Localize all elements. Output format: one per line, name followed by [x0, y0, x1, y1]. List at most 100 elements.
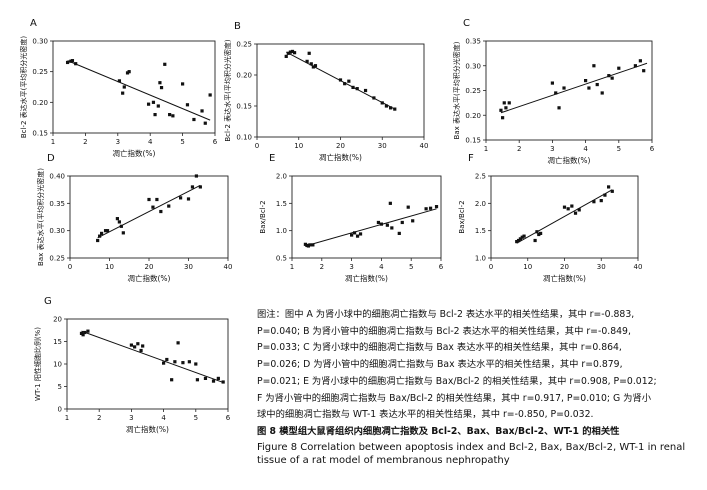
- data-point: [81, 333, 85, 337]
- regression-line: [305, 208, 437, 247]
- panel-label: C: [463, 18, 470, 29]
- data-point: [537, 232, 541, 237]
- y-tick-label: 0.20: [236, 72, 252, 80]
- y-axis-label: Bax 表达水平(平均积分光密度): [36, 168, 45, 266]
- panel-label: A: [30, 18, 37, 29]
- y-tick-label: 0.25: [49, 255, 65, 263]
- data-point: [208, 93, 212, 97]
- data-point: [127, 70, 131, 74]
- y-tick-label: 0.20: [32, 99, 48, 107]
- data-point: [181, 361, 185, 365]
- data-point: [562, 205, 567, 209]
- y-tick-label: 2.5: [475, 173, 486, 181]
- data-point: [607, 74, 611, 78]
- data-point: [163, 62, 167, 66]
- panel-c: C 1 2 3 4 5 6 0.15 0.20 0.25 0.30 0.35 凋亡指数(%) Bax 表达…: [452, 18, 655, 165]
- data-point: [194, 174, 198, 178]
- data-point: [516, 238, 521, 243]
- data-point: [347, 79, 351, 83]
- x-tick-label: 3: [129, 414, 133, 422]
- x-tick-label: 20: [145, 263, 154, 271]
- data-point: [372, 96, 376, 100]
- data-point: [115, 217, 119, 221]
- plot-frame: [66, 318, 229, 410]
- data-point: [607, 185, 611, 189]
- data-point: [351, 85, 355, 89]
- data-point: [122, 85, 126, 89]
- data-point: [385, 223, 389, 227]
- data-point: [355, 234, 360, 238]
- data-point: [642, 69, 646, 73]
- panel-e: E 1 2 3 4 5 6 0.5 1.0 1.5 2.0 凋亡指数(%) Bax/Bcl-2: [259, 153, 444, 283]
- panel-label: F: [468, 153, 474, 164]
- data-point: [573, 211, 578, 215]
- data-point: [194, 362, 198, 366]
- x-tick-label: 2: [97, 414, 101, 422]
- data-point: [406, 205, 410, 209]
- data-point: [168, 113, 172, 117]
- caption-title-cn: 图 8 模型组大鼠肾组织内细胞凋亡指数及 Bcl-2、Bax、Bax/Bcl-2…: [257, 425, 620, 437]
- data-point: [577, 208, 581, 212]
- data-point: [305, 59, 309, 63]
- data-point: [159, 209, 163, 214]
- x-tick-label: 1: [65, 414, 69, 422]
- x-tick-label: 6: [213, 138, 218, 146]
- data-point: [290, 49, 295, 54]
- data-point: [539, 231, 543, 235]
- y-tick-label: 0.25: [32, 68, 48, 76]
- data-point: [389, 106, 393, 110]
- y-tick-label: 0.30: [32, 38, 48, 46]
- data-point: [198, 185, 202, 189]
- data-point: [65, 60, 70, 65]
- data-point: [352, 231, 357, 235]
- x-axis-label: 凋亡指数(%): [319, 152, 362, 162]
- regression-line: [97, 184, 201, 239]
- data-point: [390, 226, 394, 230]
- y-axis-label: Bcl-2 表达水平(平均积分光密度): [19, 36, 28, 139]
- x-tick-label: 3: [116, 138, 120, 146]
- data-point: [170, 378, 174, 382]
- data-point: [343, 82, 347, 86]
- data-point: [584, 79, 588, 83]
- data-point: [507, 101, 511, 105]
- data-point: [592, 64, 596, 68]
- y-tick-label: 1.0: [276, 227, 287, 235]
- data-point: [151, 100, 156, 104]
- data-point: [610, 189, 614, 193]
- x-tick-label: 10: [294, 142, 303, 150]
- data-point: [216, 376, 220, 380]
- x-tick-label: 5: [180, 138, 184, 146]
- x-tick-label: 0: [489, 263, 493, 271]
- data-point: [121, 231, 125, 235]
- x-axis-label: 凋亡指数(%): [128, 273, 171, 283]
- data-point: [98, 234, 102, 238]
- x-tick-label: 5: [617, 145, 621, 153]
- x-axis-label: 凋亡指数(%): [543, 273, 586, 283]
- x-axis-label: 凋亡指数(%): [345, 273, 388, 283]
- data-point: [158, 81, 162, 85]
- data-point: [499, 108, 503, 112]
- data-point: [156, 104, 160, 108]
- y-tick-label: 0.5: [276, 255, 287, 263]
- caption-line: P=0.021; E 为肾小球中的细胞凋亡指数与 Bax/Bcl-2 的相关性结…: [257, 375, 657, 387]
- data-point: [133, 345, 137, 349]
- regression-line: [81, 330, 224, 383]
- plot-frame: [52, 40, 216, 134]
- data-point: [141, 344, 145, 348]
- x-tick-label: 30: [184, 263, 193, 271]
- data-point: [288, 50, 292, 54]
- y-tick-label: 0.15: [236, 103, 252, 111]
- y-tick-label: 0.40: [49, 173, 65, 181]
- data-point: [562, 86, 566, 90]
- data-point: [380, 101, 384, 105]
- data-point: [185, 103, 190, 107]
- data-point: [557, 106, 561, 110]
- data-point: [284, 54, 288, 58]
- x-tick-label: 30: [597, 263, 606, 271]
- data-point: [83, 330, 87, 335]
- data-point: [195, 378, 200, 382]
- data-point: [535, 230, 539, 234]
- plot-frame: [485, 40, 653, 141]
- y-tick-label: 20: [53, 316, 62, 324]
